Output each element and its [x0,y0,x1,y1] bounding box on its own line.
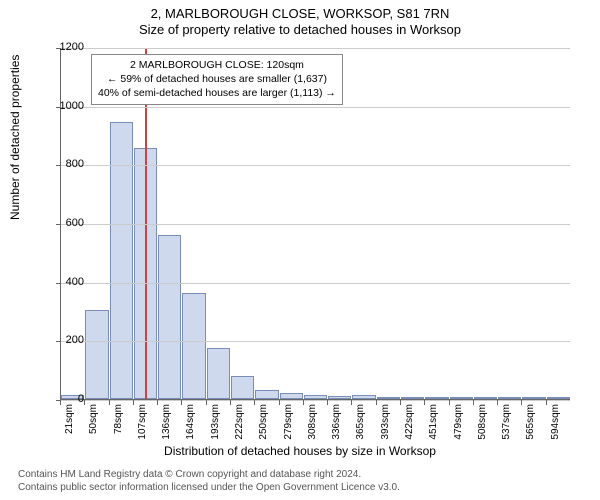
ytick-label: 800 [44,158,84,170]
chart-title-main: 2, MARLBOROUGH CLOSE, WORKSOP, S81 7RN [0,0,600,21]
xtick-mark [254,400,255,405]
xtick-mark [206,400,207,405]
xtick-mark [327,400,328,405]
xtick-label: 107sqm [137,404,148,444]
gridline [61,48,570,49]
histogram-bar [207,348,230,399]
ytick-label: 400 [44,276,84,288]
xtick-mark [84,400,85,405]
histogram-bar [110,122,133,399]
histogram-bar [498,397,521,399]
xtick-label: 594sqm [550,404,561,444]
xtick-label: 222sqm [234,404,245,444]
xtick-mark [521,400,522,405]
histogram-bar [280,393,303,399]
footer-attribution: Contains HM Land Registry data © Crown c… [18,468,400,494]
histogram-bar [474,397,497,399]
annotation-box: 2 MARLBOROUGH CLOSE: 120sqm ← 59% of det… [91,54,343,105]
xtick-label: 451sqm [428,404,439,444]
gridline [61,107,570,108]
gridline [61,400,570,401]
xtick-label: 393sqm [380,404,391,444]
xtick-label: 21sqm [64,404,75,444]
xtick-label: 336sqm [331,404,342,444]
xtick-mark [303,400,304,405]
histogram-bar [352,395,375,399]
histogram-bar [231,376,254,399]
histogram-bar [401,397,424,399]
xtick-label: 250sqm [258,404,269,444]
histogram-bar [182,293,205,399]
histogram-bar [158,235,181,399]
y-axis-label: Number of detached properties [8,55,22,220]
xtick-label: 537sqm [501,404,512,444]
xtick-label: 279sqm [283,404,294,444]
xtick-mark [400,400,401,405]
annotation-line2: ← 59% of detached houses are smaller (1,… [98,72,336,86]
gridline [61,224,570,225]
xtick-label: 422sqm [404,404,415,444]
histogram-bar [85,310,108,399]
xtick-mark [279,400,280,405]
xtick-mark [424,400,425,405]
xtick-mark [60,400,61,405]
xtick-label: 508sqm [477,404,488,444]
xtick-label: 308sqm [307,404,318,444]
xtick-label: 164sqm [185,404,196,444]
gridline [61,283,570,284]
x-axis-label: Distribution of detached houses by size … [0,444,600,458]
xtick-mark [376,400,377,405]
histogram-bar [425,397,448,399]
xtick-mark [497,400,498,405]
chart-plot-area: 2 MARLBOROUGH CLOSE: 120sqm ← 59% of det… [60,48,570,400]
gridline [61,165,570,166]
histogram-bar [328,396,351,399]
gridline [61,341,570,342]
xtick-label: 136sqm [161,404,172,444]
xtick-label: 479sqm [453,404,464,444]
histogram-bar [255,390,278,399]
histogram-bar [522,397,545,399]
xtick-mark [351,400,352,405]
annotation-line3: 40% of semi-detached houses are larger (… [98,86,336,100]
ytick-label: 200 [44,334,84,346]
xtick-label: 193sqm [210,404,221,444]
footer-line1: Contains HM Land Registry data © Crown c… [18,468,400,481]
chart-title-sub: Size of property relative to detached ho… [0,21,600,37]
xtick-label: 50sqm [88,404,99,444]
histogram-bar [377,397,400,399]
footer-line2: Contains public sector information licen… [18,481,400,494]
histogram-bar [450,397,473,399]
xtick-mark [181,400,182,405]
xtick-mark [157,400,158,405]
annotation-line1: 2 MARLBOROUGH CLOSE: 120sqm [98,58,336,72]
xtick-label: 565sqm [525,404,536,444]
xtick-label: 78sqm [113,404,124,444]
ytick-label: 600 [44,217,84,229]
ytick-label: 1000 [44,100,84,112]
histogram-bar [547,397,570,399]
xtick-mark [133,400,134,405]
histogram-bar [304,395,327,399]
ytick-label: 1200 [44,41,84,53]
xtick-label: 365sqm [355,404,366,444]
xtick-mark [546,400,547,405]
xtick-mark [473,400,474,405]
xtick-mark [109,400,110,405]
xtick-mark [230,400,231,405]
xtick-mark [449,400,450,405]
